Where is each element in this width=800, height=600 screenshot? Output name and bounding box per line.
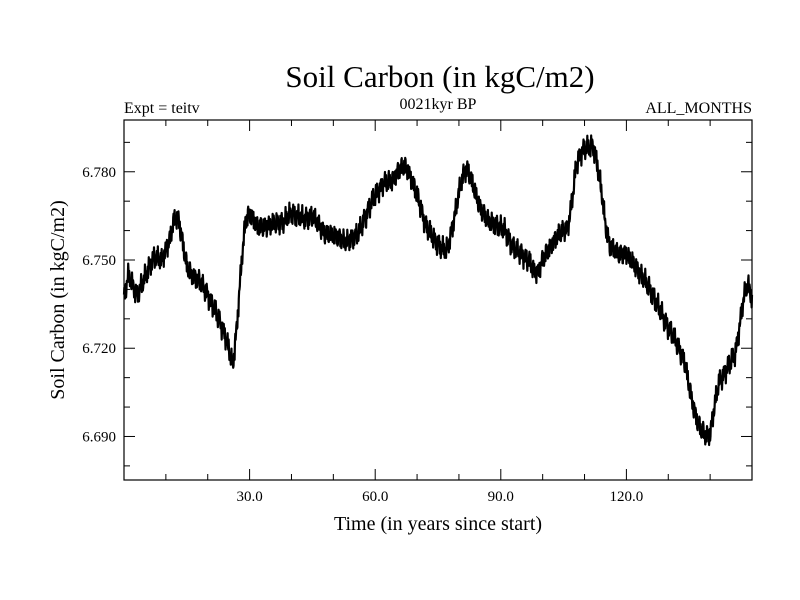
- plot-frame: [123, 119, 753, 481]
- y-tick-label: 6.720: [82, 341, 116, 357]
- x-tick-label: 90.0: [488, 489, 514, 505]
- y-tick-label: 6.750: [82, 253, 116, 269]
- axis-tick-labels: 30.0 60.0 90.0 120.0 6.690 6.720 6.750 6.780: [82, 165, 643, 505]
- chart-title: Soil Carbon (in kgC/m2): [285, 59, 594, 94]
- soil-carbon-series-line: [122, 134, 754, 447]
- x-axis-label: Time (in years since start): [334, 513, 542, 535]
- y-tick-label: 6.780: [82, 165, 116, 181]
- months-label: ALL_MONTHS: [645, 100, 752, 117]
- x-tick-label: 120.0: [610, 489, 644, 505]
- experiment-label: Expt = teitv: [124, 100, 200, 117]
- axis-ticks: [124, 120, 752, 480]
- x-tick-label: 30.0: [236, 489, 262, 505]
- chart-subtitle: 0021kyr BP: [400, 96, 477, 113]
- x-tick-label: 60.0: [362, 489, 388, 505]
- y-axis-label: Soil Carbon (in kgC/m2): [47, 200, 69, 399]
- y-tick-label: 6.690: [82, 429, 116, 445]
